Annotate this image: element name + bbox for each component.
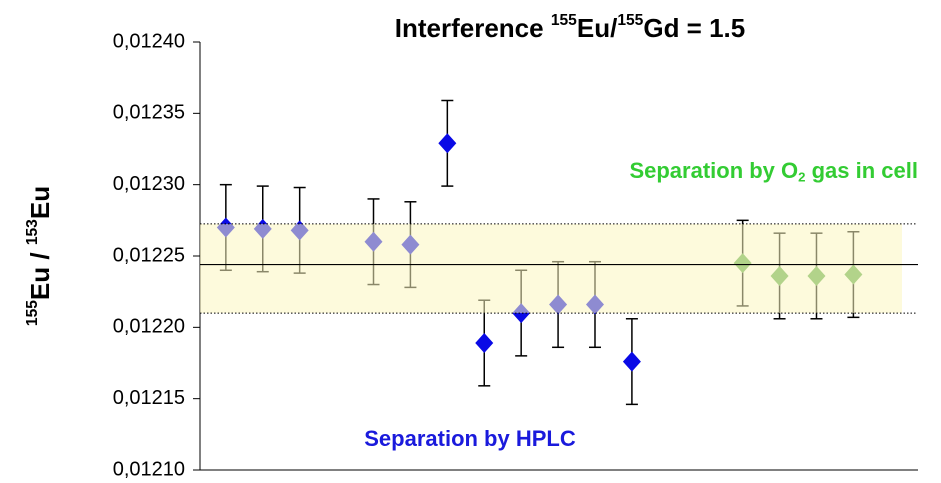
y-tick-label: 0,01220 <box>113 316 185 338</box>
y-tick-label: 0,01230 <box>113 173 185 195</box>
y-axis-label-part: 153 <box>24 219 41 245</box>
chart-title-part: 155 <box>551 12 577 29</box>
uncertainty-band <box>200 223 902 314</box>
chart-title-part: Eu/ <box>577 13 617 43</box>
y-tick-label: 0,01210 <box>113 458 185 480</box>
series-label-part: 2 <box>798 170 805 185</box>
chart-title-part: 155 <box>617 12 643 29</box>
series-label: Separation by O2 gas in cell <box>629 158 918 185</box>
series-label-part: Separation by HPLC <box>364 426 576 451</box>
y-tick-label: 0,01215 <box>113 387 185 409</box>
point <box>622 351 641 372</box>
series-label-part: Separation by O <box>629 158 798 183</box>
y-axis-label: 155Eu / 153Eu <box>24 186 55 326</box>
point <box>438 133 457 154</box>
y-tick-label: 0,01235 <box>113 102 185 124</box>
y-tick-label: 0,01240 <box>113 30 185 52</box>
chart-title: Interference 155Eu/155Gd = 1.5 <box>395 12 745 43</box>
series-label: Separation by HPLC <box>364 426 576 451</box>
chart-title-part: Interference <box>395 13 551 43</box>
y-axis-label-part: 155 <box>24 300 41 326</box>
y-axis-label-part: Eu / <box>25 245 55 300</box>
series-label-part: gas in cell <box>806 158 919 183</box>
point <box>475 333 494 354</box>
y-axis-label-part: Eu <box>25 186 55 219</box>
y-tick-label: 0,01225 <box>113 244 185 266</box>
chart-title-part: Gd = 1.5 <box>643 13 745 43</box>
